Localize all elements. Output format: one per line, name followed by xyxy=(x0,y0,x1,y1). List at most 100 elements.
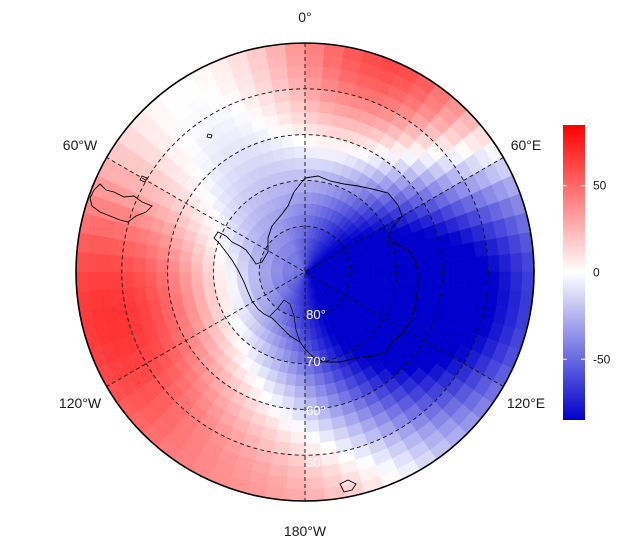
field-cell xyxy=(304,385,317,399)
field-cell xyxy=(430,271,443,285)
field-cell xyxy=(76,251,89,273)
field-cell xyxy=(295,363,306,376)
field-cell xyxy=(318,429,336,444)
field-cell xyxy=(304,180,314,193)
field-cell xyxy=(145,243,159,260)
latitude-labels: 80° 70° 60° 50° xyxy=(306,307,326,470)
field-cell xyxy=(133,271,146,288)
field-cell xyxy=(304,100,321,113)
field-cell xyxy=(373,264,386,273)
coastlines xyxy=(89,133,419,493)
field-cell xyxy=(122,286,137,305)
field-cell xyxy=(287,454,306,467)
field-cell xyxy=(521,271,534,293)
field-cell xyxy=(487,271,500,290)
field-cell xyxy=(278,407,294,421)
field-cell xyxy=(293,145,306,159)
longitude-labels: 0° 60°E 120°E 180°W 120°W 60°W xyxy=(59,9,545,539)
lon-label-120w: 120°W xyxy=(59,395,102,411)
field-cell xyxy=(299,214,306,227)
field-cell xyxy=(290,420,306,433)
field-cell xyxy=(110,254,123,273)
field-cell xyxy=(167,259,180,273)
field-cell xyxy=(155,271,169,286)
south-america-coastline xyxy=(89,183,153,223)
field-cell xyxy=(475,255,489,273)
field-cell xyxy=(213,271,226,281)
field-cell xyxy=(291,408,306,422)
field-cell xyxy=(286,169,298,183)
field-cell xyxy=(284,488,306,501)
field-cell xyxy=(288,88,306,102)
field-cell xyxy=(373,271,386,280)
field-cell xyxy=(76,271,89,293)
field-cell xyxy=(280,134,295,149)
field-cell xyxy=(285,477,306,490)
field-cell xyxy=(144,257,157,273)
field-cell xyxy=(430,259,443,273)
field-cell xyxy=(498,253,512,273)
colorbar-tick-label: 0 xyxy=(593,266,600,280)
field-cell xyxy=(304,442,322,456)
graticule xyxy=(106,43,504,501)
field-cell xyxy=(287,77,306,90)
field-cell xyxy=(201,271,214,282)
field-cell xyxy=(290,111,306,124)
field-cell xyxy=(296,351,306,364)
colorbar-tick-label: -50 xyxy=(593,352,611,366)
field-cell xyxy=(291,122,306,136)
field-cell xyxy=(155,258,169,273)
lon-label-60w: 60°W xyxy=(63,137,98,153)
field-cell xyxy=(247,271,260,278)
field-cell xyxy=(145,284,159,301)
field-cell xyxy=(274,100,292,115)
field-cell xyxy=(417,249,431,263)
field-cell xyxy=(144,271,157,287)
field-cell xyxy=(304,134,318,147)
field-cell xyxy=(292,397,306,410)
field-cell xyxy=(304,168,315,181)
field-cell xyxy=(314,384,328,398)
field-cell xyxy=(280,395,295,410)
lat-label-70: 70° xyxy=(306,354,326,369)
field-cell xyxy=(304,328,312,341)
field-cell xyxy=(288,442,306,456)
field-cell xyxy=(190,280,204,293)
field-cell xyxy=(304,191,313,204)
field-cell xyxy=(289,100,306,113)
field-cell xyxy=(406,251,420,264)
meridian-line xyxy=(106,157,504,387)
map-boundary xyxy=(75,42,535,502)
field-cell xyxy=(276,112,293,126)
field-cell xyxy=(396,271,409,282)
field-cell xyxy=(121,271,135,289)
field-cell xyxy=(304,88,322,102)
parallel-line xyxy=(212,179,398,365)
field-cell xyxy=(464,256,477,273)
field-cell xyxy=(418,271,432,284)
field-cell xyxy=(510,252,523,273)
field-cell xyxy=(110,271,123,290)
field-cell xyxy=(178,271,192,284)
field-cell xyxy=(384,271,397,281)
field-cell xyxy=(350,266,363,273)
field-cell xyxy=(289,431,306,444)
field-cell xyxy=(384,263,397,273)
lon-label-180: 180°W xyxy=(284,523,327,539)
lat-label-60: 60° xyxy=(306,403,326,418)
field-cell xyxy=(304,65,324,79)
field-cell xyxy=(274,429,292,444)
field-cell xyxy=(475,271,489,289)
field-cell xyxy=(87,252,100,273)
field-cell xyxy=(304,488,326,501)
field-cell xyxy=(282,146,296,160)
field-cell xyxy=(317,418,334,432)
field-cell xyxy=(156,245,170,261)
lon-label-0: 0° xyxy=(298,9,311,25)
field-cell xyxy=(224,271,237,280)
field-cell xyxy=(304,122,319,136)
field-cell xyxy=(319,440,338,455)
lon-label-120e: 120°E xyxy=(507,395,545,411)
